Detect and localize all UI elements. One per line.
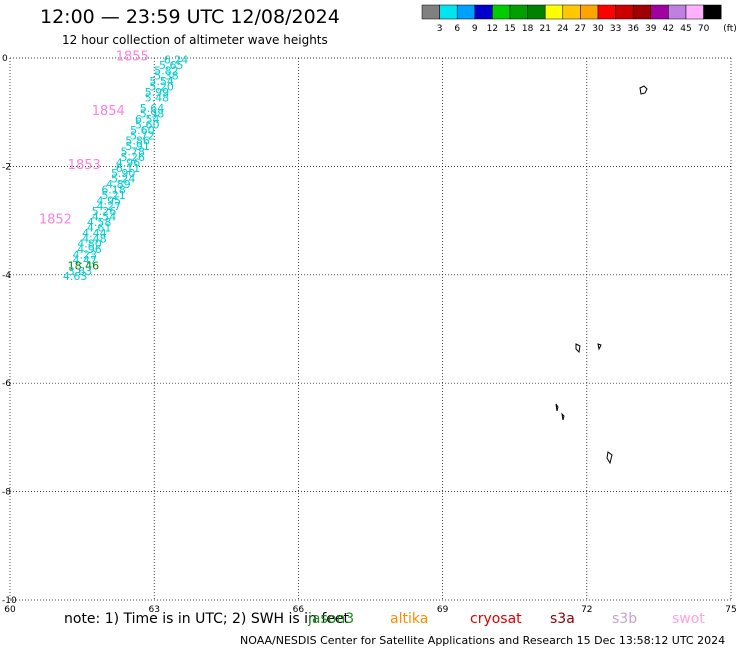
- wave-height-value: 5.72: [130, 129, 155, 142]
- colorbar-tick-label: 6: [454, 24, 460, 34]
- wave-height-value: 4.48: [82, 232, 107, 245]
- colorbar-legend: 3 6 9 12 15 18 21 24 27 30 33 36 39 42 45 70 (ft): [421, 4, 737, 34]
- wave-height-value: 5.60: [135, 118, 160, 131]
- colorbar-tick-label: 39: [645, 24, 657, 34]
- wave-height-value: 5.60: [130, 124, 155, 137]
- coastline: [555, 85, 648, 465]
- wave-height-value: 4.96: [77, 243, 102, 256]
- colorbar-tick-label: 12: [487, 24, 498, 34]
- wave-height-value: 5.91: [125, 140, 150, 153]
- wave-height-value: 5.90: [111, 167, 136, 180]
- mission-label-s3b: s3b: [612, 611, 638, 627]
- wave-height-value: 5.99: [145, 86, 170, 99]
- colorbar-tick-label: 24: [557, 24, 569, 34]
- wave-height-value: 6.24: [164, 53, 189, 66]
- x-tick-label: 72: [581, 605, 592, 615]
- wave-height-value: 5.65: [159, 59, 184, 72]
- wave-height-value: 5.64: [140, 102, 165, 115]
- x-tick-label: 69: [437, 605, 449, 615]
- colorbar-swatch: [703, 4, 722, 20]
- colorbar-tick-label: 18: [522, 24, 534, 34]
- wave-height-value: 4.58: [87, 216, 112, 229]
- wave-height-value: 6.11: [116, 162, 141, 175]
- x-tick-label: 66: [293, 605, 305, 615]
- wave-height-value: 4.89: [106, 178, 131, 191]
- wave-height-value: 4.63: [63, 270, 88, 283]
- colorbar-tick-label: 36: [627, 24, 639, 34]
- island-shape: [575, 343, 581, 354]
- wave-height-value: 6.54: [135, 113, 160, 126]
- wave-height-value: 5.82: [154, 64, 179, 77]
- colorbar-tick-label: 45: [680, 24, 691, 34]
- footer-credit: NOAA/NESDIS Center for Satellite Applica…: [240, 634, 726, 647]
- wave-height-value: 5.86: [125, 135, 150, 148]
- y-tick-label: -2: [2, 162, 11, 172]
- wave-height-value: 5.26: [92, 205, 117, 218]
- wave-height-value: 4.54: [92, 211, 117, 224]
- wave-height-value: 6.18: [101, 184, 126, 197]
- wave-height-value: 4.95: [97, 194, 122, 207]
- wave-height-value: 5.48: [145, 91, 170, 104]
- colorbar-tick-label: 9: [472, 24, 478, 34]
- track-time-label: 1854: [92, 104, 125, 119]
- wave-height-value: 5.24: [111, 173, 136, 186]
- wave-height-value: 4.23: [72, 249, 97, 262]
- colorbar-tick-label: 3: [437, 24, 443, 34]
- island-shape: [606, 451, 613, 465]
- x-tick-label: 60: [4, 605, 16, 615]
- mission-label-s3a: s3a: [550, 611, 575, 627]
- x-tick-label: 75: [725, 605, 736, 615]
- wave-height-value: 4.61: [87, 221, 112, 234]
- wave-height-value: 5.20: [149, 81, 174, 94]
- island-shape: [639, 85, 648, 95]
- island-shape: [561, 412, 565, 421]
- axis-ticks: 60 63 66 69 72 75 0 -2 -4 -6 -8 -10: [2, 54, 737, 615]
- wave-height-value: 4.80: [77, 238, 102, 251]
- colorbar-tick-label: 33: [610, 24, 621, 34]
- y-tick-label: -6: [2, 379, 11, 389]
- colorbar-tick-label: 70: [698, 24, 710, 34]
- mission-label-jason3: jason3: [308, 611, 355, 627]
- x-tick-label: 63: [148, 605, 159, 615]
- track-time-label: 1855: [116, 50, 149, 65]
- wave-height-map: 60 63 66 69 72 75 0 -2 -4 -6 -8 -10 6.245.655.825.3…: [2, 50, 737, 615]
- wave-height-value: 5.54: [149, 75, 174, 88]
- wave-height-value: 4.96: [116, 156, 141, 169]
- wave-height-value: 5.98: [140, 108, 165, 121]
- colorbar-tick-label: 42: [663, 24, 674, 34]
- island-shape: [555, 403, 559, 412]
- footer-note: note: 1) Time is in UTC; 2) SWH is in fe…: [64, 611, 350, 627]
- colorbar-tick-label: 15: [504, 24, 515, 34]
- track-time-label: 1852: [39, 212, 72, 227]
- y-tick-label: -10: [2, 596, 17, 606]
- page-subtitle: 12 hour collection of altimeter wave hei…: [62, 33, 328, 47]
- y-tick-label: -4: [2, 271, 11, 281]
- colorbar-unit: (ft): [723, 24, 737, 34]
- wave-height-value: 5.78: [121, 146, 146, 159]
- y-tick-label: -8: [2, 488, 11, 498]
- colorbar-tick-label: 27: [575, 24, 586, 34]
- y-tick-label: 0: [2, 54, 8, 64]
- colorbar-tick-label: 21: [539, 24, 550, 34]
- wave-height-value: 4.47: [72, 254, 97, 267]
- map-grid: [9, 57, 732, 601]
- wave-height-value: 3.63: [68, 265, 93, 278]
- page-title: 12:00 — 23:59 UTC 12/08/2024: [40, 6, 340, 28]
- wave-height-value: 18.46: [68, 259, 100, 272]
- wave-height-value: 5.38: [154, 70, 179, 83]
- wave-height-value: 4.27: [97, 200, 122, 213]
- mission-label-cryosat: cryosat: [470, 611, 522, 627]
- track-time-label: 1853: [68, 158, 101, 173]
- mission-label-altika: altika: [390, 611, 429, 627]
- wave-height-points: 6.245.655.825.385.545.205.995.485.645.98…: [63, 53, 188, 283]
- wave-height-value: 5.21: [101, 189, 126, 202]
- wave-height-value: 5.26: [121, 151, 146, 164]
- track-time-labels: 1855 1854 1853 1852: [39, 50, 149, 228]
- wave-height-value: 4.44: [82, 227, 107, 240]
- colorbar-tick-label: 30: [592, 24, 604, 34]
- island-shape: [597, 343, 602, 351]
- mission-label-swot: swot: [672, 611, 705, 627]
